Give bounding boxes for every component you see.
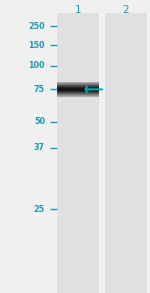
Bar: [57, 13, 99, 293]
Text: 2: 2: [123, 5, 129, 15]
Text: 100: 100: [28, 62, 45, 70]
Text: 37: 37: [34, 144, 45, 152]
Text: 50: 50: [34, 117, 45, 126]
Text: 1: 1: [75, 5, 81, 15]
Text: 250: 250: [28, 22, 45, 31]
Text: 150: 150: [28, 41, 45, 50]
Text: 75: 75: [34, 85, 45, 94]
Text: 25: 25: [34, 205, 45, 214]
Bar: [105, 13, 147, 293]
